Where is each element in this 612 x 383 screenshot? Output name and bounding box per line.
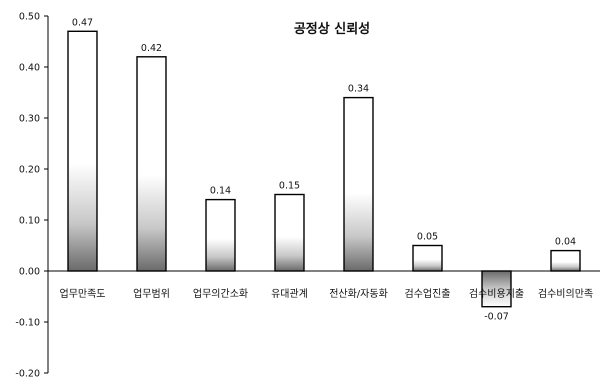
category-label: 검수비용지출 <box>469 288 524 300</box>
y-tick-label: 0.40 <box>19 63 40 74</box>
bar <box>67 30 98 272</box>
data-label: 0.04 <box>555 237 576 248</box>
bar <box>481 270 512 308</box>
y-tick-label: 0.20 <box>19 165 40 176</box>
labels: 0.47 업무만족도 0.42 업무범위 0.14 업무의간소화 0.15 유대관계 0.34 전… <box>60 17 594 322</box>
data-label: 0.42 <box>141 43 162 54</box>
axes: 0.50 0.40 0.30 0.20 0.10 0.00 -0.10 -0.20 <box>15 12 600 380</box>
category-label: 검수비의만족 <box>538 288 593 300</box>
chart-title: 공정상 신뢰성 <box>294 21 370 37</box>
y-tick-label: -0.10 <box>15 318 40 329</box>
data-label: -0.07 <box>484 312 509 323</box>
y-tick-label: -0.20 <box>15 369 40 380</box>
category-label: 업무만족도 <box>60 287 106 300</box>
data-label: 0.47 <box>72 17 93 28</box>
y-tick-label: 0.50 <box>19 12 40 23</box>
bar <box>412 244 443 272</box>
y-tick-label: 0.30 <box>19 114 40 125</box>
bar <box>136 56 167 272</box>
category-label: 업무의간소화 <box>193 287 248 300</box>
bar <box>274 193 305 272</box>
category-label: 업무범위 <box>133 287 170 300</box>
data-label: 0.05 <box>417 232 438 243</box>
y-tick-label: 0.10 <box>19 216 40 227</box>
bar <box>343 96 374 272</box>
data-label: 0.34 <box>348 84 369 95</box>
category-label: 검수업진출 <box>405 287 451 300</box>
data-label: 0.15 <box>279 181 300 192</box>
bar <box>205 198 236 272</box>
bars <box>67 30 581 308</box>
y-tick-label: 0.00 <box>19 267 40 278</box>
bar <box>550 249 581 272</box>
category-label: 유대관계 <box>271 288 308 300</box>
category-label: 전산화/자동화 <box>329 288 388 300</box>
data-label: 0.14 <box>210 186 231 197</box>
